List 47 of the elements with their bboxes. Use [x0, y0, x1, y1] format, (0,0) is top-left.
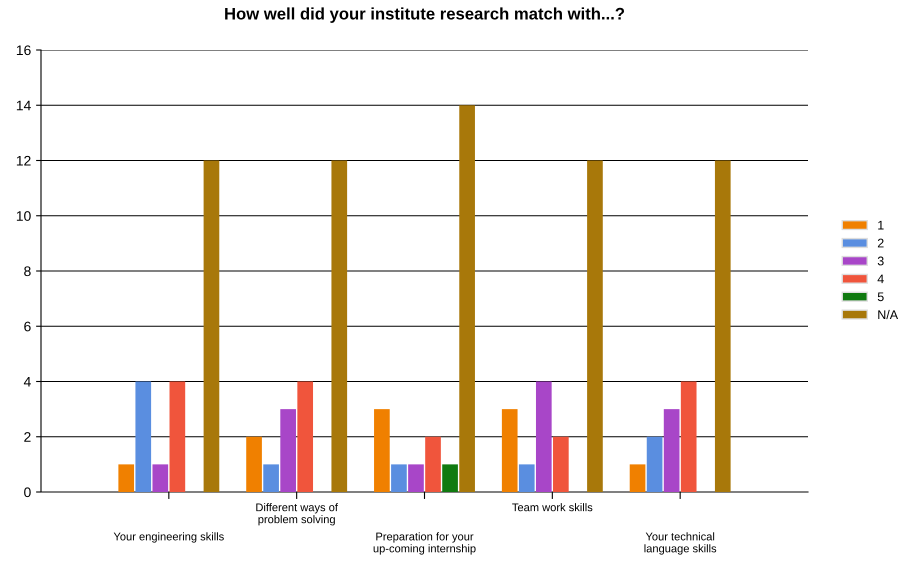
y-tick-label: 14: [16, 100, 31, 110]
y-tick-label: 16: [16, 45, 31, 56]
bar: [518, 464, 535, 492]
legend-label: 4: [878, 274, 884, 284]
bar: [630, 464, 646, 492]
bar: [502, 409, 518, 492]
bar: [280, 409, 296, 492]
bar: [714, 160, 731, 492]
y-tick-label: 4: [24, 376, 31, 387]
bar: [408, 464, 424, 492]
x-tick-label: Team work skills: [512, 503, 592, 512]
bar: [459, 105, 475, 492]
x-tick-label: Your technical language skills: [644, 532, 716, 555]
x-tick-label: Your engineering skills: [114, 532, 224, 543]
legend-label: 5: [878, 292, 884, 302]
legend-label: 3: [878, 256, 884, 266]
bar: [646, 436, 662, 492]
y-tick-label: 12: [16, 156, 31, 166]
bar: [553, 436, 569, 492]
bar: [118, 464, 134, 492]
bar: [587, 160, 603, 492]
bar: [204, 160, 220, 492]
x-tick-label: Different ways of problem solving: [256, 503, 338, 526]
bar: [664, 409, 680, 492]
legend-label: N/A: [878, 310, 898, 320]
y-tick-label: 8: [24, 266, 31, 276]
bar: [374, 409, 390, 492]
chart-title: How well did your institute research match with...?: [225, 7, 624, 23]
y-tick-label: 6: [24, 322, 31, 332]
bar: [536, 382, 552, 492]
bar: [170, 382, 186, 492]
bar: [246, 436, 262, 492]
bar: [331, 160, 348, 492]
y-tick-label: 2: [24, 432, 31, 442]
legend-label: 2: [878, 238, 884, 248]
x-tick-label: Preparation for your up-coming internship: [374, 532, 476, 555]
bar: [680, 382, 697, 492]
y-tick-label: 10: [16, 211, 31, 221]
bar: [297, 382, 314, 492]
bar: [425, 436, 441, 492]
bar: [135, 382, 152, 492]
y-tick-label: 0: [24, 487, 31, 498]
bar: [442, 464, 458, 492]
bar: [152, 464, 168, 492]
legend-label: 1: [878, 220, 884, 230]
bar: [391, 464, 407, 492]
bar: [263, 464, 279, 492]
